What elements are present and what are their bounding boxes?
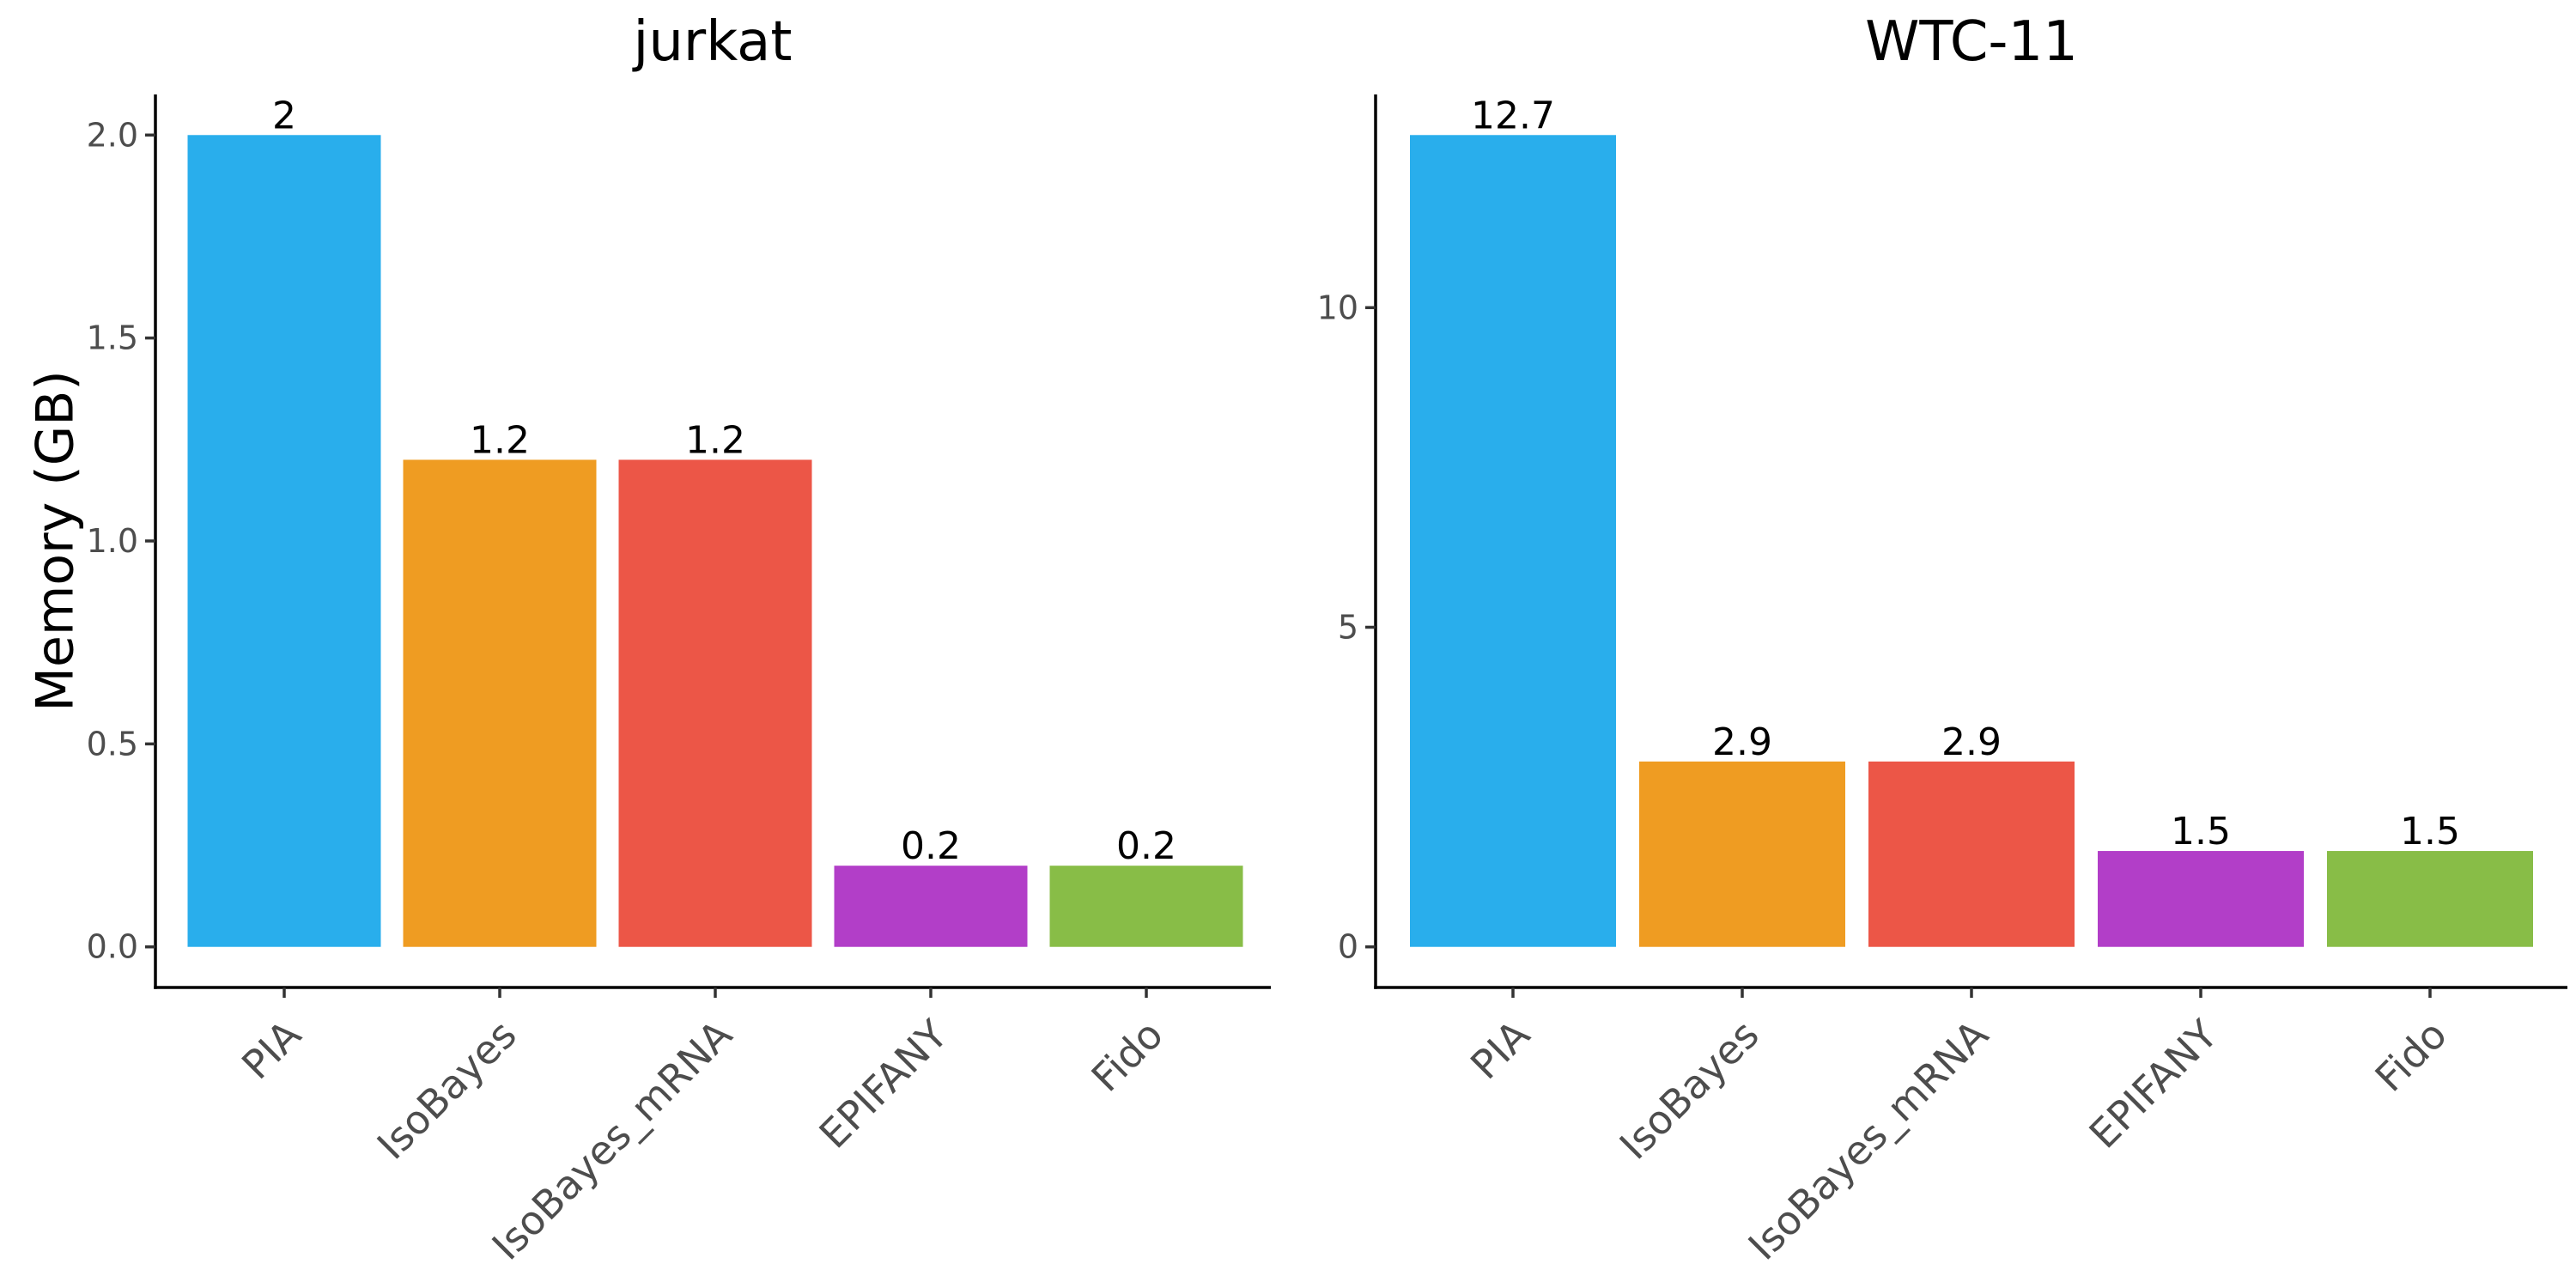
data-label: 1.5 xyxy=(2171,810,2231,854)
bar-isobayes-mrna xyxy=(1868,761,2075,947)
y-tick-label: 0.5 xyxy=(87,725,138,762)
bar-epifany xyxy=(2098,851,2304,947)
y-tick-label: 2.0 xyxy=(87,116,138,154)
panel-title: WTC-11 xyxy=(1865,10,2078,74)
y-tick-label: 1.5 xyxy=(87,319,138,357)
data-label: 1.5 xyxy=(2400,810,2460,854)
bar-fido xyxy=(2327,851,2533,947)
bar-pia xyxy=(187,135,381,947)
data-label: 1.2 xyxy=(470,418,530,462)
y-axis-title: Memory (GB) xyxy=(26,370,86,712)
bar-isobayes-mrna xyxy=(618,459,812,947)
y-tick-label: 5 xyxy=(1338,609,1358,647)
bar-isobayes xyxy=(1639,761,1845,947)
data-label: 2 xyxy=(272,94,296,137)
data-label: 0.2 xyxy=(1116,824,1176,868)
bar-pia xyxy=(1410,135,1616,947)
y-tick-label: 0 xyxy=(1338,928,1358,966)
data-label: 12.7 xyxy=(1471,94,1555,137)
data-label: 1.2 xyxy=(685,418,745,462)
data-label: 2.9 xyxy=(1712,720,1772,764)
panel-title: jurkat xyxy=(632,10,793,74)
data-label: 2.9 xyxy=(1941,720,2002,764)
y-tick-label: 0.0 xyxy=(87,928,138,966)
y-tick-label: 10 xyxy=(1317,289,1358,326)
bar-epifany xyxy=(834,866,1028,947)
data-label: 0.2 xyxy=(901,824,961,868)
bar-isobayes xyxy=(403,459,597,947)
y-tick-label: 1.0 xyxy=(87,522,138,560)
bar-fido xyxy=(1049,866,1243,947)
